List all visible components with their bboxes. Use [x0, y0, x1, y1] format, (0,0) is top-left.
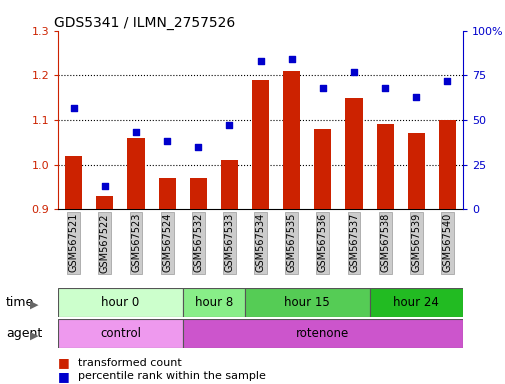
- Text: time: time: [6, 296, 34, 309]
- Text: hour 24: hour 24: [392, 296, 438, 309]
- Text: percentile rank within the sample: percentile rank within the sample: [78, 371, 266, 381]
- Bar: [182, 288, 244, 317]
- Bar: [182, 319, 462, 348]
- Text: GSM567539: GSM567539: [411, 213, 421, 272]
- Text: hour 8: hour 8: [194, 296, 232, 309]
- Text: GSM567532: GSM567532: [193, 213, 203, 272]
- Text: rotenone: rotenone: [295, 327, 349, 339]
- Bar: [407, 133, 424, 209]
- Bar: [221, 160, 237, 209]
- Bar: [65, 156, 82, 209]
- Bar: [244, 288, 369, 317]
- Text: GSM567537: GSM567537: [348, 213, 358, 272]
- Point: [70, 104, 78, 111]
- Point: [287, 56, 295, 62]
- Text: GSM567524: GSM567524: [162, 213, 172, 272]
- Point: [318, 85, 326, 91]
- Bar: [58, 288, 182, 317]
- Bar: [314, 129, 331, 209]
- Bar: [158, 178, 175, 209]
- Point: [412, 94, 420, 100]
- Point: [349, 69, 358, 75]
- Text: ▶: ▶: [30, 300, 38, 310]
- Bar: [376, 124, 393, 209]
- Bar: [438, 120, 455, 209]
- Point: [132, 129, 140, 136]
- Bar: [283, 71, 299, 209]
- Point: [256, 58, 264, 64]
- Text: hour 15: hour 15: [284, 296, 330, 309]
- Text: GSM567540: GSM567540: [441, 213, 451, 272]
- Bar: [127, 138, 144, 209]
- Text: GSM567522: GSM567522: [99, 213, 110, 273]
- Text: ▶: ▶: [30, 330, 38, 340]
- Text: agent: agent: [6, 327, 42, 340]
- Point: [194, 144, 202, 150]
- Text: transformed count: transformed count: [78, 358, 182, 368]
- Text: GSM567521: GSM567521: [69, 213, 79, 272]
- Text: ■: ■: [58, 356, 70, 369]
- Point: [442, 78, 450, 84]
- Bar: [58, 319, 182, 348]
- Point: [100, 183, 109, 189]
- Text: GSM567534: GSM567534: [255, 213, 265, 272]
- Bar: [189, 178, 207, 209]
- Text: control: control: [100, 327, 141, 339]
- Point: [163, 138, 171, 144]
- Point: [380, 85, 388, 91]
- Text: GSM567535: GSM567535: [286, 213, 296, 272]
- Bar: [369, 288, 462, 317]
- Text: ■: ■: [58, 370, 70, 383]
- Bar: [96, 196, 113, 209]
- Bar: [251, 80, 269, 209]
- Text: GSM567523: GSM567523: [131, 213, 141, 272]
- Text: hour 0: hour 0: [101, 296, 139, 309]
- Text: GSM567538: GSM567538: [379, 213, 389, 272]
- Bar: [345, 98, 362, 209]
- Text: GSM567536: GSM567536: [317, 213, 327, 272]
- Point: [225, 122, 233, 128]
- Text: GDS5341 / ILMN_2757526: GDS5341 / ILMN_2757526: [54, 16, 235, 30]
- Text: GSM567533: GSM567533: [224, 213, 234, 272]
